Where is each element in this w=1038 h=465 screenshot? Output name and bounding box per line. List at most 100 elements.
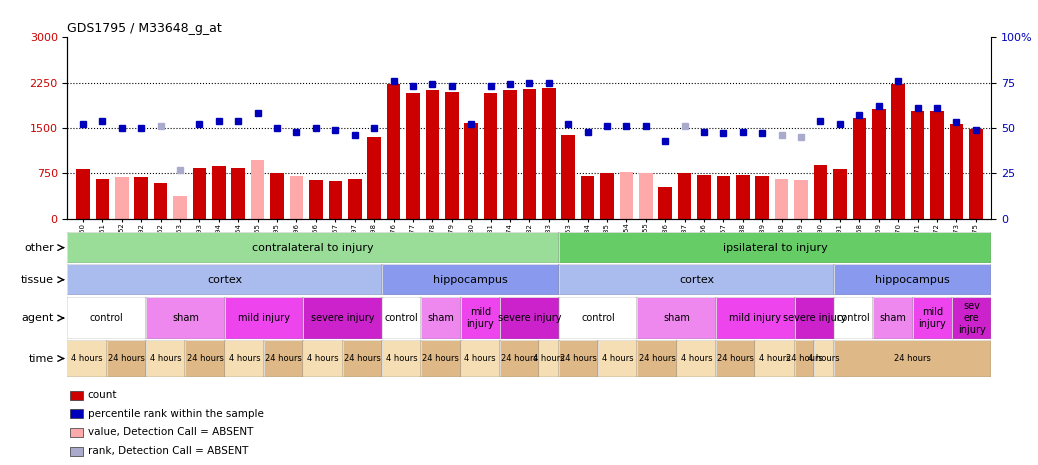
- Bar: [716, 176, 731, 219]
- Text: 24 hours: 24 hours: [344, 354, 381, 363]
- Bar: [835, 264, 991, 295]
- Bar: [912, 297, 952, 339]
- Bar: [343, 340, 382, 377]
- Text: control: control: [837, 313, 871, 323]
- Bar: [270, 173, 283, 219]
- Bar: [910, 111, 924, 219]
- Text: value, Detection Call = ABSENT: value, Detection Call = ABSENT: [88, 427, 253, 438]
- Bar: [600, 173, 613, 219]
- Bar: [70, 409, 83, 418]
- Bar: [930, 111, 944, 219]
- Bar: [290, 176, 303, 219]
- Bar: [542, 88, 555, 219]
- Bar: [562, 135, 575, 219]
- Bar: [154, 184, 167, 219]
- Bar: [186, 340, 224, 377]
- Bar: [382, 264, 558, 295]
- Bar: [756, 340, 795, 377]
- Bar: [303, 340, 343, 377]
- Bar: [500, 340, 539, 377]
- Bar: [756, 340, 795, 377]
- Bar: [814, 166, 827, 219]
- Bar: [107, 340, 146, 377]
- Bar: [637, 297, 716, 339]
- Bar: [212, 166, 225, 219]
- Bar: [598, 340, 637, 377]
- Bar: [639, 173, 653, 219]
- Bar: [815, 340, 835, 377]
- Bar: [795, 340, 815, 377]
- Text: cortex: cortex: [208, 275, 242, 285]
- Bar: [677, 340, 716, 377]
- Text: sham: sham: [172, 313, 199, 323]
- Text: severe injury: severe injury: [497, 313, 562, 323]
- Text: 24 hours: 24 hours: [561, 354, 597, 363]
- Bar: [146, 340, 186, 377]
- Bar: [146, 297, 224, 339]
- Text: 24 hours: 24 hours: [422, 354, 460, 363]
- Bar: [716, 297, 795, 339]
- Bar: [251, 160, 265, 219]
- Text: mild injury: mild injury: [730, 313, 782, 323]
- Bar: [558, 264, 835, 295]
- Text: sham: sham: [879, 313, 906, 323]
- Bar: [95, 179, 109, 219]
- Bar: [558, 340, 598, 377]
- Bar: [834, 169, 847, 219]
- Bar: [795, 297, 835, 339]
- Bar: [461, 340, 500, 377]
- Text: 4 hours: 4 hours: [759, 354, 791, 363]
- Text: mild
injury: mild injury: [466, 307, 494, 329]
- Bar: [382, 340, 421, 377]
- Bar: [303, 340, 343, 377]
- Bar: [558, 232, 991, 263]
- Bar: [146, 297, 224, 339]
- Bar: [581, 176, 595, 219]
- Text: 24 hours: 24 hours: [638, 354, 676, 363]
- Bar: [952, 297, 991, 339]
- Text: 4 hours: 4 hours: [149, 354, 182, 363]
- Bar: [756, 176, 769, 219]
- Bar: [637, 297, 716, 339]
- Text: sev
ere
injury: sev ere injury: [958, 301, 985, 335]
- Bar: [224, 340, 264, 377]
- Text: severe injury: severe injury: [783, 313, 846, 323]
- Bar: [67, 232, 558, 263]
- Bar: [421, 297, 461, 339]
- Bar: [264, 340, 303, 377]
- Bar: [658, 187, 672, 219]
- Bar: [637, 340, 677, 377]
- Bar: [76, 169, 90, 219]
- Bar: [67, 264, 382, 295]
- Text: sham: sham: [663, 313, 690, 323]
- Bar: [173, 196, 187, 219]
- Text: 4 hours: 4 hours: [72, 354, 103, 363]
- Bar: [146, 340, 186, 377]
- Text: 24 hours: 24 hours: [501, 354, 538, 363]
- Bar: [135, 178, 148, 219]
- Text: control: control: [90, 313, 124, 323]
- Bar: [67, 297, 146, 339]
- Bar: [67, 297, 146, 339]
- Bar: [500, 340, 539, 377]
- Bar: [461, 340, 500, 377]
- Bar: [421, 297, 461, 339]
- Text: 4 hours: 4 hours: [809, 354, 840, 363]
- Bar: [698, 175, 711, 219]
- Text: 4 hours: 4 hours: [307, 354, 338, 363]
- Bar: [264, 340, 303, 377]
- Text: 24 hours: 24 hours: [108, 354, 145, 363]
- Text: hippocampus: hippocampus: [875, 275, 950, 285]
- Bar: [795, 297, 835, 339]
- Bar: [70, 428, 83, 437]
- Bar: [620, 172, 633, 219]
- Bar: [539, 340, 558, 377]
- Text: 4 hours: 4 hours: [464, 354, 496, 363]
- Bar: [598, 340, 637, 377]
- Bar: [367, 137, 381, 219]
- Text: GDS1795 / M33648_g_at: GDS1795 / M33648_g_at: [67, 22, 222, 35]
- Bar: [382, 340, 421, 377]
- Bar: [421, 340, 461, 377]
- Bar: [503, 90, 517, 219]
- Bar: [539, 340, 558, 377]
